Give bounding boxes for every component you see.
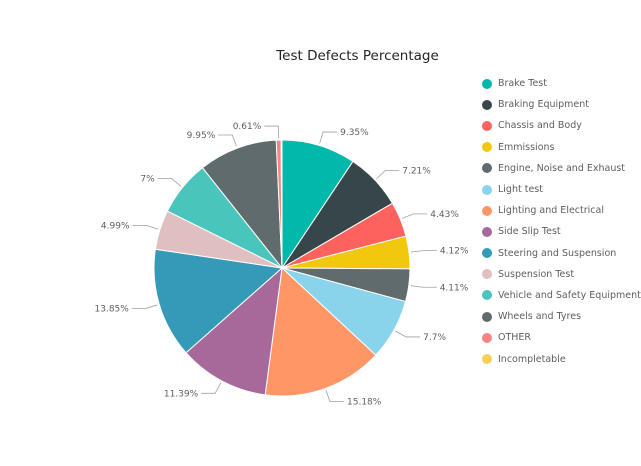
slice-label-3: 4.12%	[440, 247, 469, 257]
slice-label-5: 7.7%	[423, 333, 446, 343]
slice-label-1: 7.21%	[402, 167, 431, 177]
legend-item-7[interactable]: Side Slip Test	[482, 221, 641, 242]
leader-line-11	[218, 134, 237, 147]
slice-label-2: 4.43%	[430, 210, 459, 220]
leader-line-12	[264, 125, 280, 139]
legend-item-8[interactable]: Steering and Suspension	[482, 243, 641, 264]
legend-swatch	[482, 99, 492, 110]
legend-item-5[interactable]: Light test	[482, 179, 641, 200]
legend-label: Engine, Noise and Exhaust	[498, 162, 626, 174]
leader-line-3	[410, 250, 437, 253]
legend-swatch	[482, 205, 492, 216]
slice-label-10: 7%	[140, 175, 155, 185]
leader-line-1	[376, 170, 400, 180]
leader-line-10	[157, 178, 182, 187]
slice-label-11: 9.95%	[187, 131, 216, 141]
legend-label: Steering and Suspension	[498, 247, 617, 259]
leader-line-4	[410, 285, 437, 288]
legend-swatch	[482, 290, 492, 301]
slice-label-12: 0.61%	[233, 122, 262, 132]
slice-label-9: 4.99%	[101, 222, 130, 232]
pie-slice-6[interactable]	[264, 266, 377, 397]
pie-slice-11[interactable]	[201, 139, 283, 270]
legend-swatch	[482, 354, 492, 365]
slice-label-6: 15.18%	[347, 398, 382, 408]
legend-swatch	[482, 184, 492, 195]
pie-slice-7[interactable]	[185, 266, 283, 396]
legend-swatch	[482, 142, 492, 153]
legend-swatch	[482, 248, 492, 259]
legend-label: Light test	[498, 184, 543, 196]
legend-item-0[interactable]: Brake Test	[482, 73, 641, 94]
leader-line-0	[319, 131, 338, 144]
legend-label: Wheels and Tyres	[498, 311, 582, 323]
pie-slice-8[interactable]	[153, 248, 284, 354]
legend-label: Vehicle and Safety Equipment	[498, 289, 641, 301]
leader-line-5	[395, 330, 421, 338]
slice-label-8: 13.85%	[95, 304, 130, 314]
legend-item-10[interactable]: Vehicle and Safety Equipment	[482, 285, 641, 306]
legend-item-3[interactable]: Emmissions	[482, 137, 641, 158]
legend-item-2[interactable]: Chassis and Body	[482, 115, 641, 136]
legend-swatch	[482, 163, 492, 174]
legend-label: Lighting and Electrical	[498, 205, 604, 217]
legend-label: Suspension Test	[498, 268, 575, 280]
leader-line-9	[132, 225, 159, 230]
legend-item-9[interactable]: Suspension Test	[482, 264, 641, 285]
legend-swatch	[482, 78, 492, 89]
legend-item-4[interactable]: Engine, Noise and Exhaust	[482, 158, 641, 179]
legend-item-1[interactable]: Braking Equipment	[482, 94, 641, 115]
legend-label: Brake Test	[498, 78, 547, 90]
legend-label: Emmissions	[498, 141, 555, 153]
chart-title: Test Defects Percentage	[276, 48, 439, 64]
slice-label-7: 11.39%	[164, 389, 199, 399]
legend-label: Chassis and Body	[498, 120, 582, 132]
legend-swatch	[482, 226, 492, 237]
legend-swatch	[482, 311, 492, 322]
legend-label: Side Slip Test	[498, 226, 561, 238]
slice-label-0: 9.35%	[340, 128, 369, 138]
legend-label: Braking Equipment	[498, 99, 590, 111]
legend-item-13[interactable]: Incompletable	[482, 348, 641, 369]
legend-label: OTHER	[498, 332, 532, 344]
legend-swatch	[482, 269, 492, 280]
legend-item-12[interactable]: OTHER	[482, 327, 641, 348]
slice-label-4: 4.11%	[440, 283, 469, 293]
legend-item-11[interactable]: Wheels and Tyres	[482, 306, 641, 327]
leader-line-7	[201, 382, 222, 394]
legend-item-6[interactable]: Lighting and Electrical	[482, 200, 641, 221]
leader-line-6	[325, 390, 345, 403]
leader-line-2	[402, 213, 428, 219]
legend-swatch	[482, 332, 492, 343]
legend-label: Incompletable	[498, 353, 566, 365]
leader-line-8	[131, 304, 158, 309]
legend: Brake Test Braking Equipment Chassis and B…	[482, 73, 641, 370]
pie-slice-13[interactable]	[280, 139, 283, 269]
legend-swatch	[482, 120, 492, 131]
